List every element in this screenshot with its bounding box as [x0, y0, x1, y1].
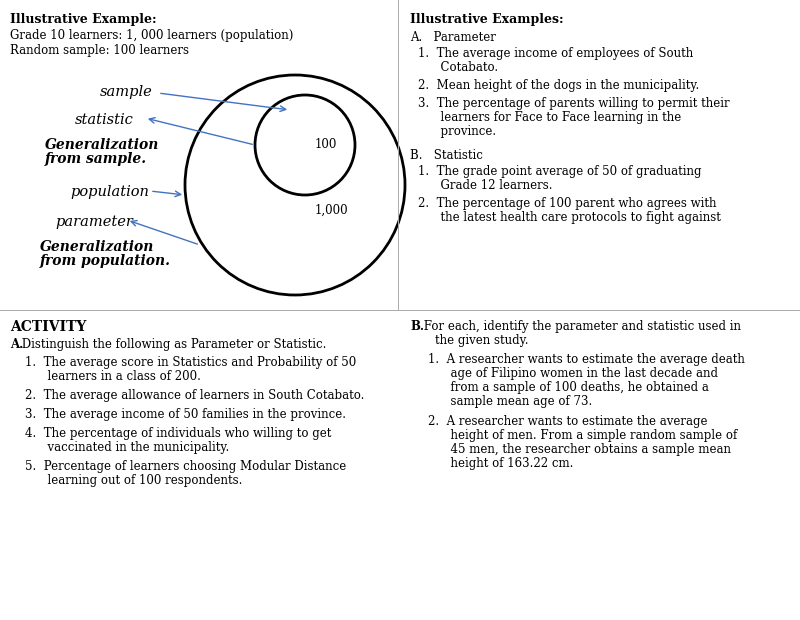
Text: Illustrative Example:: Illustrative Example: — [10, 13, 157, 26]
Text: learning out of 100 respondents.: learning out of 100 respondents. — [25, 474, 242, 487]
Text: Grade 10 learners: 1, 000 learners (population): Grade 10 learners: 1, 000 learners (popu… — [10, 29, 294, 42]
Text: from population.: from population. — [40, 254, 171, 268]
Text: ACTIVITY: ACTIVITY — [10, 320, 86, 334]
Text: sample: sample — [100, 85, 153, 99]
Text: height of men. From a simple random sample of: height of men. From a simple random samp… — [428, 429, 738, 442]
Text: 2.  A researcher wants to estimate the average: 2. A researcher wants to estimate the av… — [428, 415, 707, 428]
Text: 3.  The percentage of parents willing to permit their: 3. The percentage of parents willing to … — [418, 97, 730, 110]
Text: vaccinated in the municipality.: vaccinated in the municipality. — [25, 441, 230, 454]
Text: the latest health care protocols to fight against: the latest health care protocols to figh… — [418, 211, 721, 224]
Text: population: population — [70, 185, 149, 199]
Text: 2.  The average allowance of learners in South Cotabato.: 2. The average allowance of learners in … — [25, 389, 364, 402]
Text: province.: province. — [418, 125, 496, 138]
Text: 3.  The average income of 50 families in the province.: 3. The average income of 50 families in … — [25, 408, 346, 421]
Text: 2.  Mean height of the dogs in the municipality.: 2. Mean height of the dogs in the munici… — [418, 79, 699, 92]
Text: 1.  The average income of employees of South: 1. The average income of employees of So… — [418, 47, 694, 60]
Text: Grade 12 learners.: Grade 12 learners. — [418, 179, 553, 192]
Text: A.   Parameter: A. Parameter — [410, 31, 496, 44]
Text: Cotabato.: Cotabato. — [418, 61, 498, 74]
Text: the given study.: the given study. — [420, 334, 529, 347]
Text: A.: A. — [10, 338, 23, 351]
Text: 1.  A researcher wants to estimate the average death: 1. A researcher wants to estimate the av… — [428, 353, 745, 366]
Text: Generalization: Generalization — [40, 240, 154, 254]
Text: B.: B. — [410, 320, 424, 333]
Text: from sample.: from sample. — [45, 152, 147, 166]
Text: 1.  The average score in Statistics and Probability of 50: 1. The average score in Statistics and P… — [25, 356, 356, 369]
Text: parameter: parameter — [55, 215, 133, 229]
Text: 5.  Percentage of learners choosing Modular Distance: 5. Percentage of learners choosing Modul… — [25, 460, 346, 473]
Text: learners in a class of 200.: learners in a class of 200. — [25, 370, 201, 383]
Text: age of Filipino women in the last decade and: age of Filipino women in the last decade… — [428, 367, 718, 380]
Text: For each, identify the parameter and statistic used in: For each, identify the parameter and sta… — [420, 320, 741, 333]
Text: height of 163.22 cm.: height of 163.22 cm. — [428, 457, 574, 470]
Text: 1.  The grade point average of 50 of graduating: 1. The grade point average of 50 of grad… — [418, 165, 702, 178]
Text: B.   Statistic: B. Statistic — [410, 149, 483, 162]
Text: statistic: statistic — [75, 113, 134, 127]
Text: from a sample of 100 deaths, he obtained a: from a sample of 100 deaths, he obtained… — [428, 381, 709, 394]
Text: 100: 100 — [315, 138, 338, 151]
Text: Generalization: Generalization — [45, 138, 159, 152]
Text: Illustrative Examples:: Illustrative Examples: — [410, 13, 564, 26]
Text: Random sample: 100 learners: Random sample: 100 learners — [10, 44, 189, 57]
Text: 4.  The percentage of individuals who willing to get: 4. The percentage of individuals who wil… — [25, 427, 331, 440]
Text: 2.  The percentage of 100 parent who agrees with: 2. The percentage of 100 parent who agre… — [418, 197, 717, 210]
Text: 45 men, the researcher obtains a sample mean: 45 men, the researcher obtains a sample … — [428, 443, 731, 456]
Text: sample mean age of 73.: sample mean age of 73. — [428, 395, 592, 408]
Text: 1,000: 1,000 — [315, 203, 349, 216]
Text: learners for Face to Face learning in the: learners for Face to Face learning in th… — [418, 111, 682, 124]
Text: Distinguish the following as Parameter or Statistic.: Distinguish the following as Parameter o… — [18, 338, 326, 351]
